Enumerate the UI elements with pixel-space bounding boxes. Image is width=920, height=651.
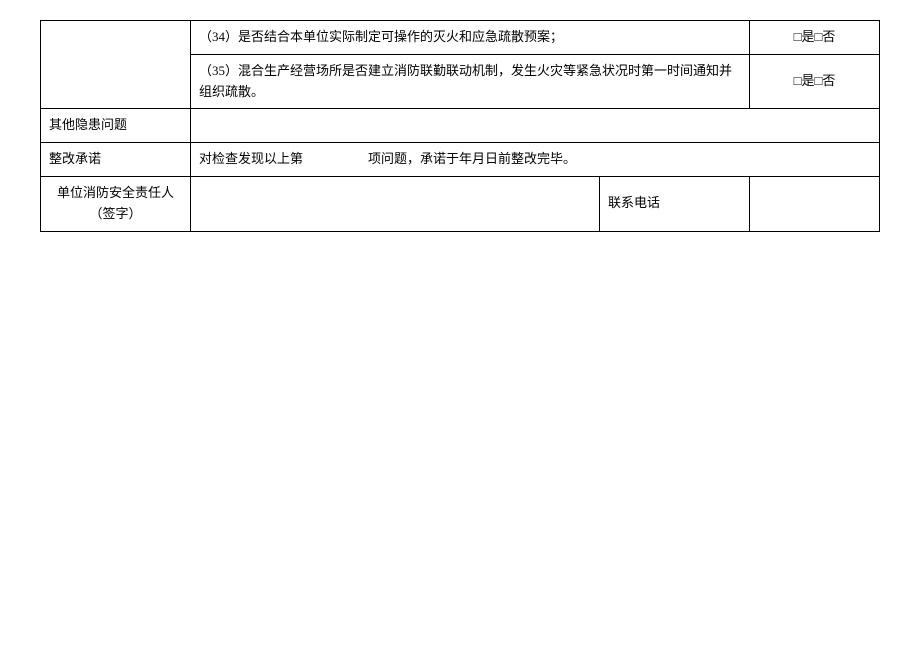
- contact-label: 联系电话: [599, 176, 749, 231]
- signature-value[interactable]: [191, 176, 600, 231]
- commitment-text[interactable]: 对检查发现以上第 项问题，承诺于年月日前整改完毕。: [191, 143, 880, 177]
- inspection-table: （34）是否结合本单位实际制定可操作的灭火和应急疏散预案； □是□否 （35）混…: [40, 20, 880, 232]
- table-row: （34）是否结合本单位实际制定可操作的灭火和应急疏散预案； □是□否: [41, 21, 880, 55]
- check-cell[interactable]: □是□否: [750, 54, 880, 109]
- other-hazard-value[interactable]: [191, 109, 880, 143]
- table-row: 整改承诺 对检查发现以上第 项问题，承诺于年月日前整改完毕。: [41, 143, 880, 177]
- table-row: 其他隐患问题: [41, 109, 880, 143]
- contact-value[interactable]: [750, 176, 880, 231]
- item-text: （34）是否结合本单位实际制定可操作的灭火和应急疏散预案；: [191, 21, 750, 55]
- commitment-label: 整改承诺: [41, 143, 191, 177]
- item-text: （35）混合生产经营场所是否建立消防联勤联动机制，发生火灾等紧急状况时第一时间通…: [191, 54, 750, 109]
- signature-label: 单位消防安全责任人（签字）: [41, 176, 191, 231]
- category-cell: [41, 21, 191, 109]
- check-cell[interactable]: □是□否: [750, 21, 880, 55]
- table-row: 单位消防安全责任人（签字） 联系电话: [41, 176, 880, 231]
- other-hazard-label: 其他隐患问题: [41, 109, 191, 143]
